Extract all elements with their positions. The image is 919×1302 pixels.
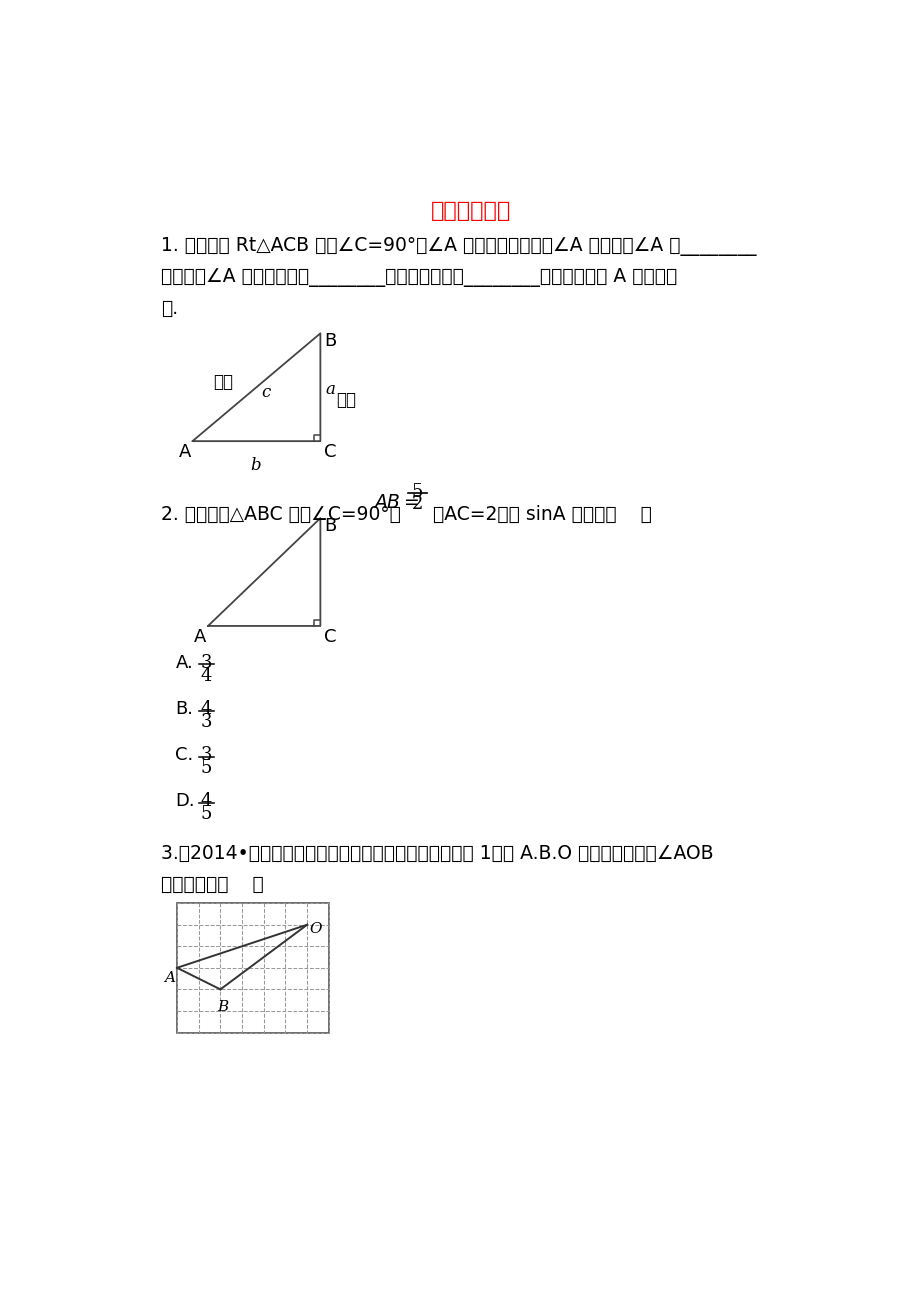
Text: 对边: 对边 <box>336 391 357 409</box>
Text: A: A <box>165 971 176 984</box>
Text: 4: 4 <box>200 667 212 685</box>
Text: c: c <box>261 384 270 401</box>
Text: A: A <box>178 444 191 461</box>
Text: C: C <box>323 444 336 461</box>
Text: O: O <box>309 922 322 936</box>
Text: A.: A. <box>176 654 193 672</box>
Text: 3: 3 <box>200 713 212 730</box>
Text: B: B <box>323 332 336 350</box>
Text: 的正弦值是（    ）: 的正弦值是（ ） <box>162 875 264 893</box>
Text: 5: 5 <box>200 759 212 777</box>
Text: B.: B. <box>176 700 193 717</box>
Bar <box>176 904 329 1032</box>
Text: $AB=$: $AB=$ <box>373 493 419 512</box>
Text: 2: 2 <box>411 495 423 513</box>
Text: D.: D. <box>176 792 195 810</box>
Text: 5: 5 <box>411 483 423 501</box>
Text: C.: C. <box>176 746 194 764</box>
Text: 斜边: 斜边 <box>213 374 233 392</box>
Text: B: B <box>217 1000 228 1014</box>
Text: 4: 4 <box>200 792 212 810</box>
Text: 3: 3 <box>200 654 212 672</box>
Text: 5: 5 <box>200 806 212 823</box>
Text: 锐角三角函数: 锐角三角函数 <box>431 201 511 221</box>
Text: C: C <box>323 629 336 646</box>
Text: 2. 如图，在△ABC 中，∠C=90°，: 2. 如图，在△ABC 中，∠C=90°， <box>162 505 401 523</box>
Text: 3: 3 <box>200 746 212 764</box>
Text: a: a <box>325 381 335 398</box>
Text: ，AC=2，则 sinA 的值是（    ）: ，AC=2，则 sinA 的值是（ ） <box>432 505 651 523</box>
Text: 数.: 数. <box>162 298 178 318</box>
Text: A: A <box>194 629 206 646</box>
Text: 1. 如图，在 Rt△ACB 中，∠C=90°，∠A 所对的直角边称为∠A 的对边．∠A 的________: 1. 如图，在 Rt△ACB 中，∠C=90°，∠A 所对的直角边称为∠A 的对… <box>162 237 756 256</box>
Text: 的比叫做∠A 的正弦，记作________，用符号表示为________，它叫做锐角 A 的正弦函: 的比叫做∠A 的正弦，记作________，用符号表示为________，它叫做… <box>162 268 677 286</box>
Text: 3.（2014•威海）如图，在网格中，小正方形的边长均为 1，点 A.B.O 都在格点上，则∠AOB: 3.（2014•威海）如图，在网格中，小正方形的边长均为 1，点 A.B.O 都… <box>162 844 713 863</box>
Text: 4: 4 <box>200 700 212 717</box>
Text: b: b <box>251 457 261 474</box>
Text: B: B <box>323 517 336 535</box>
